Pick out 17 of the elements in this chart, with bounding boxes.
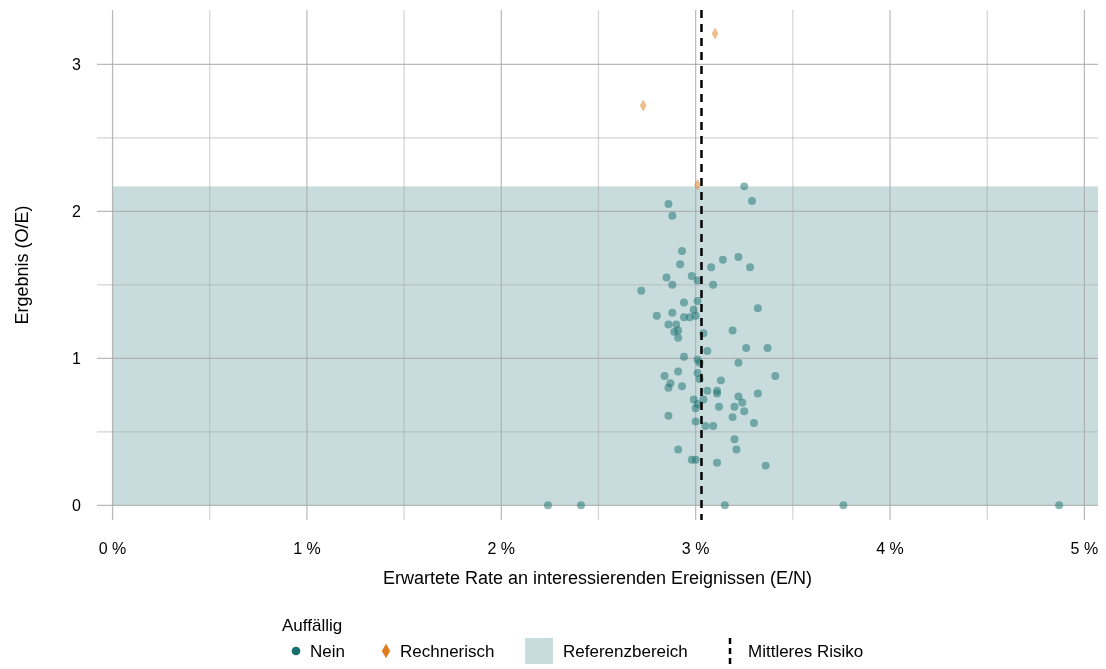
x-axis-title: Erwartete Rate an interessierenden Ereignissen (E/N) — [382, 568, 813, 588]
y-tick-label: 2 — [72, 203, 82, 221]
legend-label: Referenzbereich — [563, 642, 688, 661]
y-axis-title: Ergebnis (O/E) — [12, 205, 32, 325]
x-tick-label: 4 % — [876, 540, 904, 557]
legend-label: Rechnerisch — [400, 642, 495, 661]
x-tick-label: 5 % — [1070, 540, 1099, 557]
x-tick-label: 2 % — [487, 540, 516, 557]
y-tick-label: 1 — [72, 350, 82, 368]
y-tick-label: 0 — [72, 497, 82, 515]
x-tick-label: 3 % — [681, 540, 710, 557]
x-tick-label: 0 % — [98, 540, 127, 557]
legend-title: Auffällig — [282, 616, 343, 635]
legend-label: Mittleres Risiko — [748, 642, 864, 661]
y-tick-label: 3 — [72, 56, 82, 74]
legend-label: Nein — [310, 642, 345, 661]
x-tick-label: 1 % — [293, 540, 321, 557]
